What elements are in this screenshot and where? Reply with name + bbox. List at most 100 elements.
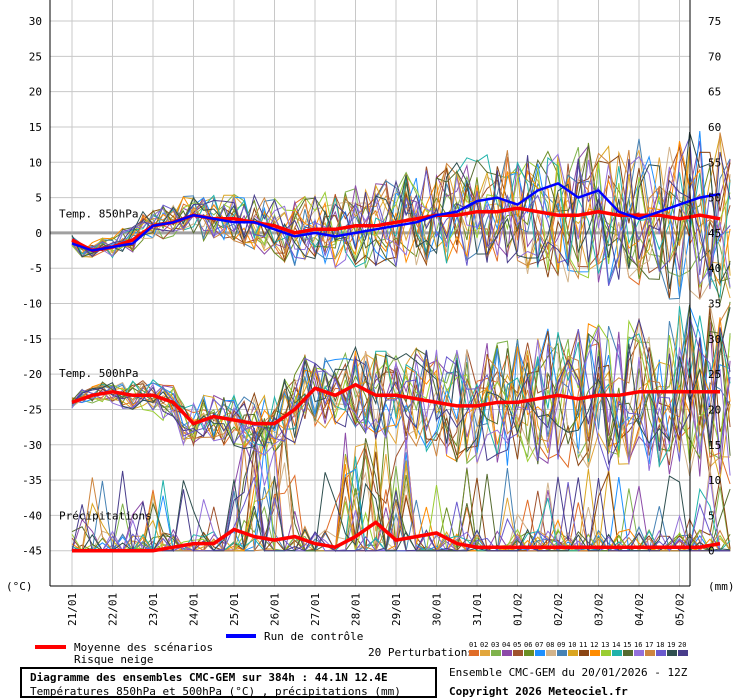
legend-pert-id: 17 xyxy=(645,641,653,649)
legend-pert-swatch xyxy=(513,650,523,656)
legend-pert-id: 18 xyxy=(656,641,664,649)
legend-pert-swatch xyxy=(469,650,479,656)
legend-pert-id: 06 xyxy=(524,641,532,649)
legend-pert-id: 02 xyxy=(480,641,488,649)
left-tick-label: 20 xyxy=(29,86,42,99)
legend-pert-swatch xyxy=(645,650,655,656)
legend-pert-id: 12 xyxy=(590,641,598,649)
mean-line-precip xyxy=(72,520,721,553)
x-tick-label: 02/02 xyxy=(552,593,565,626)
left-tick-label: -10 xyxy=(22,298,42,311)
left-tick-label: -40 xyxy=(22,509,42,522)
right-tick-label: 5 xyxy=(708,509,715,522)
legend-pert-swatch xyxy=(623,650,633,656)
x-tick-label: 22/01 xyxy=(107,593,120,626)
left-tick-label: 10 xyxy=(29,156,42,169)
perturbation-20-precip xyxy=(71,427,731,552)
x-tick-label: 01/02 xyxy=(512,593,525,626)
perturbation-20-t500 xyxy=(71,317,731,466)
x-tick-label: 04/02 xyxy=(633,593,646,626)
right-tick-label: 65 xyxy=(708,86,721,99)
legend-pert-swatch xyxy=(590,650,600,656)
perturbation-18-t850 xyxy=(71,137,731,286)
legend-pert-id: 10 xyxy=(568,641,576,649)
legend-pert-id: 03 xyxy=(491,641,499,649)
x-tick-label: 28/01 xyxy=(350,593,363,626)
legend-mean-label: Moyenne des scénarios xyxy=(74,641,213,654)
right-tick-label: 20 xyxy=(708,403,721,416)
legend-pert-id: 08 xyxy=(546,641,554,649)
legend-pert-swatch xyxy=(601,650,611,656)
legend-pert-swatch xyxy=(656,650,666,656)
x-tick-label: 21/01 xyxy=(66,593,79,626)
right-tick-label: 30 xyxy=(708,333,721,346)
x-tick-label: 23/01 xyxy=(147,593,160,626)
legend-control-label: Run de contrôle xyxy=(264,630,363,643)
perturbation-17-t500 xyxy=(71,303,731,459)
left-tick-label: -30 xyxy=(22,439,42,452)
legend-snow-label: Risque neige xyxy=(74,653,153,666)
legend-perturbations-label: 20 Perturbations xyxy=(368,646,474,659)
right-tick-label: 35 xyxy=(708,298,721,311)
left-tick-label: -25 xyxy=(22,403,42,416)
legend-pert-id: 13 xyxy=(601,641,609,649)
legend-pert-swatch xyxy=(678,650,688,656)
legend-pert-swatch xyxy=(480,650,490,656)
legend-pert-swatch xyxy=(612,650,622,656)
legend-pert-swatch xyxy=(579,650,589,656)
left-tick-label: -20 xyxy=(22,368,42,381)
legend-pert-swatch xyxy=(634,650,644,656)
right-tick-label: 45 xyxy=(708,227,721,240)
legend-pert-swatch xyxy=(502,650,512,656)
right-tick-label: 50 xyxy=(708,192,721,205)
right-tick-label: 15 xyxy=(708,439,721,452)
legend-pert-id: 09 xyxy=(557,641,565,649)
x-tick-label: 31/01 xyxy=(471,593,484,626)
label-precip: Précipitations xyxy=(59,510,152,523)
x-tick-label: 30/01 xyxy=(431,593,444,626)
right-unit: (mm) xyxy=(708,580,735,593)
control-lines xyxy=(71,182,721,252)
run-label: Ensemble CMC-GEM du 20/01/2026 - 12Z xyxy=(449,666,688,679)
perturbation-19-t500 xyxy=(71,307,731,453)
legend-pert-swatch xyxy=(546,650,556,656)
x-tick-label: 24/01 xyxy=(188,593,201,626)
x-tick-label: 03/02 xyxy=(593,593,606,626)
legend-pert-swatch xyxy=(535,650,545,656)
legend-pert-id: 20 xyxy=(678,641,686,649)
perturbation-17-t850 xyxy=(71,132,731,280)
left-unit: (°C) xyxy=(6,580,33,593)
perturbation-lines xyxy=(71,130,731,553)
legend-pert-swatch xyxy=(667,650,677,656)
perturbation-13-t850 xyxy=(71,160,731,288)
left-tick-label: -5 xyxy=(29,262,42,275)
left-tick-label: 0 xyxy=(35,227,42,240)
chart-subtitle: Températures 850hPa et 500hPa (°C) , pré… xyxy=(30,685,401,698)
legend-pert-id: 14 xyxy=(612,641,620,649)
left-tick-label: -45 xyxy=(22,545,42,558)
left-tick-label: -15 xyxy=(22,333,42,346)
legend-pert-swatch xyxy=(524,650,534,656)
right-tick-label: 0 xyxy=(708,545,715,558)
right-tick-label: 75 xyxy=(708,15,721,28)
legend-pert-swatch xyxy=(557,650,567,656)
x-tick-label: 25/01 xyxy=(228,593,241,626)
perturbation-18-t500 xyxy=(71,316,731,472)
right-tick-label: 25 xyxy=(708,368,721,381)
left-tick-label: 30 xyxy=(29,15,42,28)
legend-pert-id: 11 xyxy=(579,641,587,649)
x-tick-label: 05/02 xyxy=(674,593,687,626)
x-tick-label: 27/01 xyxy=(309,593,322,626)
left-tick-label: 25 xyxy=(29,50,42,63)
perturbation-16-t850 xyxy=(71,153,731,287)
left-tick-label: 5 xyxy=(35,192,42,205)
right-tick-label: 60 xyxy=(708,121,721,134)
legend-pert-id: 15 xyxy=(623,641,631,649)
axes xyxy=(49,0,691,587)
left-tick-label: 15 xyxy=(29,121,42,134)
label-t850: Temp. 850hPa xyxy=(59,207,138,220)
right-tick-label: 70 xyxy=(708,50,721,63)
legend-pert-id: 01 xyxy=(469,641,477,649)
